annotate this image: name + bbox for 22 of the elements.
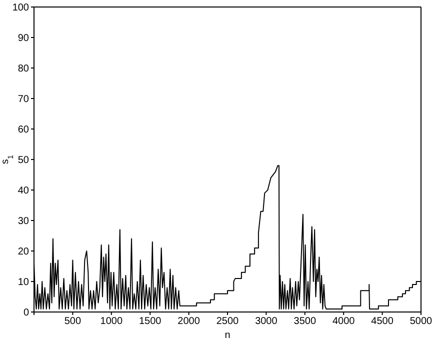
x-tick-label: 500 [64,316,82,328]
y-tick-label: 100 [12,2,30,14]
x-tick-label: 4500 [371,316,394,328]
x-tick-label: 2000 [178,316,200,328]
x-tick-label: 1000 [100,316,123,328]
y-tick-label: 50 [18,155,30,166]
x-tick-label: 2500 [216,316,240,328]
y-tick-label: 20 [18,246,30,258]
y-tick-label: 40 [18,186,30,197]
x-tick-label: 1500 [138,316,162,328]
x-tick-label: 3000 [255,316,278,328]
x-tick-label: 3500 [294,316,316,328]
y-tick-label: 30 [18,216,30,228]
x-tick-label: 4000 [332,316,356,328]
y-tick-label: 10 [18,277,30,288]
y-tick-label: 60 [18,124,30,136]
y-tick-label: 70 [18,94,30,106]
y-tick-label: 0 [23,308,30,319]
y-tick-label: 80 [18,64,30,75]
y-tick-label: 90 [18,33,30,44]
x-tick-label: 5000 [410,316,433,328]
x-axis-title: n [224,330,230,341]
